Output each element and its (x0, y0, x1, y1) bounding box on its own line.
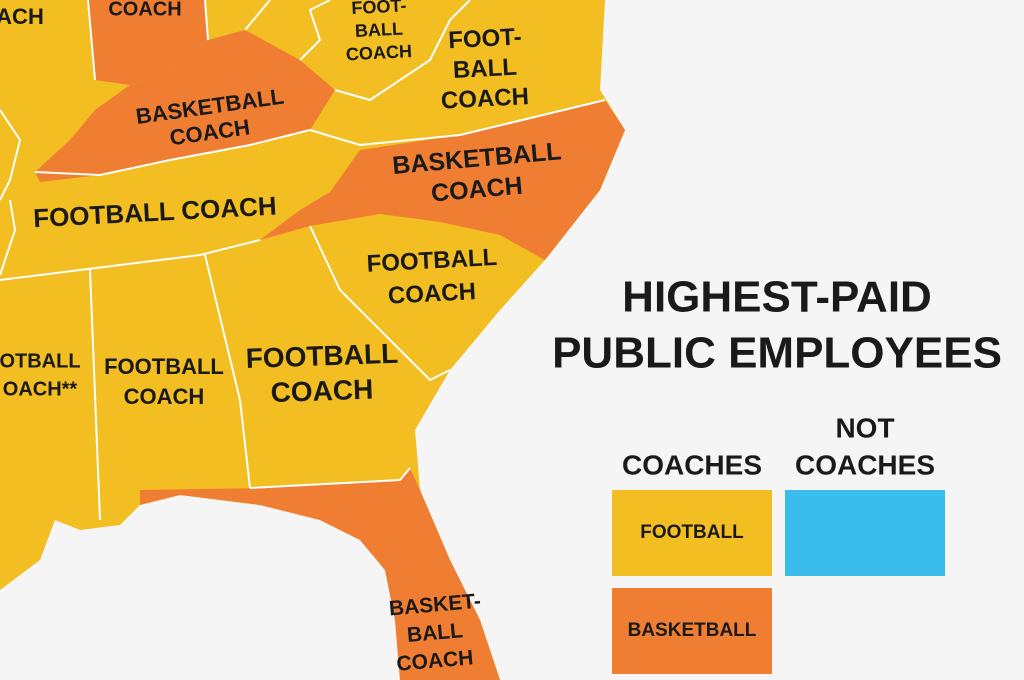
north-carolina (260, 100, 625, 260)
state-label: OACH** (3, 378, 78, 400)
state-label: COACH (345, 41, 412, 64)
state-label: OTBALL (0, 350, 81, 372)
florida (140, 468, 500, 680)
legend-title: HIGHEST-PAID (622, 273, 932, 322)
legend-swatch (612, 588, 772, 674)
state-label: COACH (440, 83, 529, 115)
indiana (88, 0, 208, 85)
state-label: FOOTBALL (245, 338, 398, 374)
state-label: BALL (406, 619, 464, 647)
legend-item: BASKETBALL (628, 620, 757, 641)
state-label: COACH (270, 374, 374, 409)
state-label: COACH (387, 278, 476, 310)
state-label: FOOT- (448, 23, 523, 54)
state-label: FOOT- (351, 0, 407, 18)
state-label: BALL (452, 54, 517, 84)
state-label: COACH (108, 0, 181, 20)
legend-swatch (612, 490, 772, 576)
legend-swatch (785, 490, 945, 576)
state-label: COACH (124, 384, 205, 409)
state-label: FOOTBALL (104, 354, 224, 379)
legend-item: FOOTBALL (640, 522, 744, 543)
legend-heading: NOT (835, 412, 894, 443)
state-label: ACH (0, 4, 44, 29)
kentucky (35, 30, 335, 182)
legend-heading: COACHES (795, 449, 935, 480)
legend: HIGHEST-PAID PUBLIC EMPLOYEES COACHES NO… (552, 273, 1002, 674)
state-borders (0, 0, 606, 521)
state-label: BALL (354, 19, 403, 41)
legend-heading: COACHES (622, 449, 762, 480)
legend-title: PUBLIC EMPLOYEES (552, 329, 1002, 378)
